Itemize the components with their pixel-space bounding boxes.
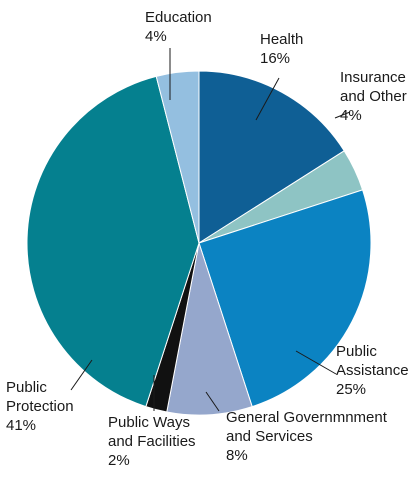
pie-slices (26, 70, 372, 416)
label-general-government-sub: and Services (226, 428, 313, 445)
label-public-assistance-pct: 25% (336, 381, 366, 398)
pie-slice-education (155, 70, 200, 244)
label-insurance-pct: 4% (340, 107, 362, 124)
label-public-protection: Public Protection 41% (6, 379, 78, 434)
label-public-protection-sub: Protection (6, 398, 74, 415)
label-public-protection-name: Public (6, 379, 47, 396)
leader-line-public-protection (70, 359, 93, 391)
label-public-protection-pct: 41% (6, 417, 36, 434)
pie-slice-health (198, 70, 345, 244)
leader-line-health (255, 77, 280, 121)
label-insurance-sub: and Other (340, 88, 407, 105)
pie-slice-public-protection (26, 75, 200, 408)
label-insurance-name: Insurance (340, 69, 406, 86)
leader-line-insurance (334, 111, 351, 119)
label-public-ways-sub: and Facilities (108, 433, 196, 450)
label-public-assistance-name: Public (336, 343, 377, 360)
label-general-government-pct: 8% (226, 447, 248, 464)
label-general-government-name: General Governmnment (226, 409, 388, 426)
label-public-ways-name: Public Ways (108, 414, 190, 431)
pie-slice-public-assistance (198, 189, 372, 408)
label-education-pct: 4% (145, 28, 167, 45)
label-public-assistance: Public Assistance 25% (336, 343, 413, 398)
label-insurance: Insurance and Other 4% (340, 69, 411, 124)
label-health-name: Health (260, 31, 303, 48)
label-public-ways: Public Ways and Facilities 2% (108, 414, 200, 469)
leader-line-public-assistance (295, 350, 337, 375)
label-health-pct: 16% (260, 50, 290, 67)
label-public-ways-pct: 2% (108, 452, 130, 469)
label-general-government: General Governmnment and Services 8% (226, 409, 391, 464)
label-education-name: Education (145, 9, 212, 26)
leader-line-general-government (205, 391, 220, 412)
label-public-assistance-sub: Assistance (336, 362, 409, 379)
label-health: Health 16% (260, 31, 308, 67)
label-education: Education 4% (145, 9, 216, 45)
